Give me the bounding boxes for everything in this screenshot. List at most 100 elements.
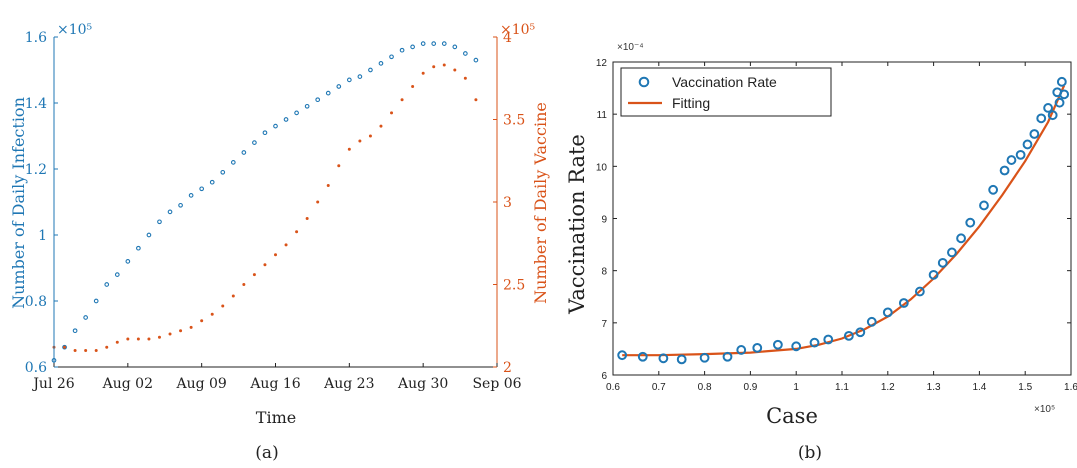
vaccination-rate-point [947,247,957,258]
vaccination-rate-point [979,200,989,211]
infection-point [389,54,394,60]
vaccination-rate-point [855,327,866,338]
panel-b-y-multiplier: ×10⁻⁴ [617,42,644,53]
vaccination-rate-point [772,339,783,350]
panel-b-x-tick-label: 0.7 [652,382,666,393]
infection-point [431,41,437,46]
vaccine-point [400,98,404,102]
panel-a-right-tick-label: 4 [503,30,512,46]
infection-point [441,41,447,46]
vaccine-point [390,111,394,115]
panel-b-y-tick-label: 10 [596,162,608,173]
panel-a-left-multiplier: ×10⁵ [57,22,93,38]
panel-a-left-axis-label: Number of Daily Infection [9,97,28,309]
infection-point [157,219,162,225]
infection-point [473,57,479,63]
panel-b-y-tick-label: 9 [601,215,607,226]
vaccination-rate-point [928,269,939,280]
vaccination-rate-point [1059,89,1070,100]
infection-point [368,67,373,73]
vaccine-points [52,63,478,352]
infection-point [399,47,405,53]
legend-label-fitting: Fitting [672,95,710,111]
infection-point [420,41,426,46]
vaccine-point [115,340,119,344]
panel-b-x-label: Case [766,404,818,428]
panel-a-x-tick-label: Aug 23 [323,376,374,392]
panel-b-x-tick-label: 0.9 [743,382,757,393]
vaccination-rate-point [937,257,948,268]
panel-b-x-tick-label: 1.2 [881,382,895,393]
vaccine-point [368,134,372,138]
infection-point [294,110,299,116]
panel-a-left-ticks: 0.6 0.8 1 1.2 1.4 1.6 [25,30,58,376]
legend-box [620,67,832,117]
infection-point [230,160,236,165]
vaccine-point [411,85,415,88]
legend: Vaccination Rate Fitting [620,67,832,117]
vaccine-point [432,65,436,69]
vaccination-rate-point [965,217,976,228]
panel-a-x-tick-label: Aug 16 [249,376,300,392]
vaccination-rate-point [809,337,820,348]
vaccine-point [347,147,351,151]
infection-point [209,179,215,185]
vaccine-point [379,124,383,128]
vaccine-point [168,332,172,336]
vaccination-rate-points [617,76,1070,365]
panel-a: Jul 26 Aug 02 Aug 09 Aug 16 Aug 23 Aug 30 Sep … [9,22,550,463]
vaccination-rate-point [676,354,687,365]
infection-point [62,344,67,350]
vaccine-point [157,335,161,339]
vaccine-point [84,349,88,352]
panel-b-x-ticks: 0.6 0.7 0.8 0.9 1 1.1 1.2 1.3 1.4 1.5 1.6 [606,62,1077,393]
panel-a-right-multiplier: ×10⁵ [500,22,536,38]
vaccine-point [305,217,309,220]
infection-point [125,259,131,264]
panel-a-x-tick-label: Aug 30 [397,376,448,392]
panel-b-y-tick-label: 12 [596,58,608,69]
panel-a-right-axis-label: Number of Daily Vaccine [531,102,550,304]
vaccine-point [73,349,77,352]
vaccination-rate-point [752,342,763,353]
vaccine-point [200,319,204,323]
vaccination-rate-point [658,353,669,364]
panel-b-caption: (b) [798,443,822,463]
vaccine-point [284,243,288,247]
vaccination-rate-point [736,345,747,355]
infection-point [378,61,384,66]
panel-a-left-tick-label: 1.4 [25,96,47,112]
vaccine-point [337,164,341,168]
vaccine-point [242,283,246,286]
infection-point [167,209,173,215]
panel-b-y-label: Vaccination Rate [565,134,589,315]
panel-a-x-label: Time [256,408,296,427]
panel-b-x-tick-label: 0.6 [606,382,620,393]
infection-points [51,41,479,363]
vaccination-rate-point [1054,97,1065,108]
vaccine-point [221,304,225,308]
vaccine-point [147,337,151,341]
vaccination-rate-point [1015,149,1026,160]
panel-a-x-tick-label: Aug 02 [102,376,153,392]
panel-a-right-tick-label: 3.5 [503,113,525,129]
panel-a-x-tick-label: Aug 09 [175,376,226,392]
vaccination-rate-point [1047,110,1058,121]
panel-b-x-tick-label: 0.8 [698,382,712,393]
vaccination-rate-point [637,351,648,362]
vaccination-rate-point [1022,139,1033,150]
infection-point [136,245,141,251]
panel-a-left-tick-label: 1.6 [25,30,47,46]
panel-b-x-tick-label: 1.4 [972,382,986,393]
vaccination-rate-point [914,286,925,297]
panel-b-x-tick-label: 1.6 [1064,382,1077,393]
vaccination-rate-point [823,334,834,345]
vaccine-point [189,325,193,329]
panel-a-x-tick-label: Jul 26 [31,376,74,392]
vaccination-rate-point [882,307,893,318]
panel-b-x-tick-label: 1 [793,382,799,393]
vaccine-point [105,345,109,349]
vaccination-rate-point [1029,129,1040,139]
infection-point [273,123,278,129]
